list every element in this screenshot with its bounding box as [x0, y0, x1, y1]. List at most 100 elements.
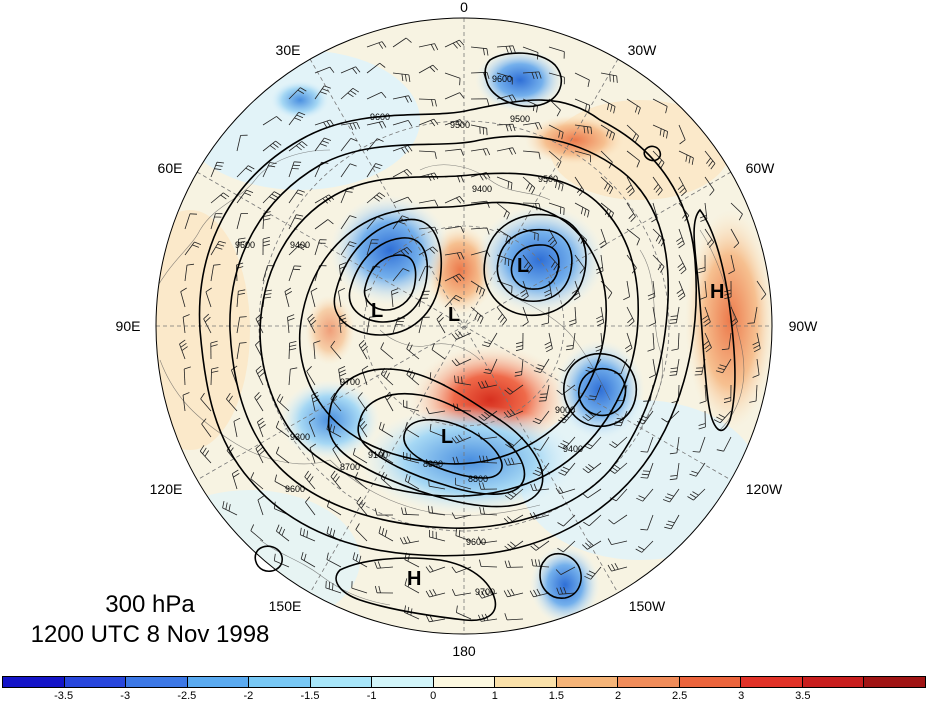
wind-barb-feather [349, 241, 357, 245]
wind-barb-feather [339, 321, 347, 325]
wind-barb-feather [428, 565, 434, 572]
wind-barb-feather [484, 380, 489, 388]
wind-barb [572, 332, 576, 349]
wind-barb [444, 148, 461, 152]
wind-barb-feather [381, 528, 385, 535]
wind-barb [210, 240, 220, 256]
wind-barb-feather [451, 360, 457, 366]
wind-barb [276, 452, 290, 464]
wind-barb-feather [753, 344, 760, 349]
contour-value-labels: 9600 9500 9600 9500 9400 9600 9700 9400 … [235, 74, 583, 597]
wind-barb-feather [434, 226, 438, 234]
wind-barb [404, 612, 420, 620]
wind-barb [594, 384, 602, 401]
wind-barb-feather [455, 294, 463, 299]
wind-barb-feather [432, 589, 437, 596]
wind-barb [470, 306, 484, 318]
wind-barb [205, 291, 212, 308]
wind-barb-feather [760, 294, 767, 300]
wind-barb [522, 254, 534, 268]
wind-barb-feather [635, 548, 642, 553]
wind-barb [306, 371, 316, 386]
wind-barb-feather [599, 240, 606, 246]
wind-barb [405, 480, 420, 490]
wind-barb-feather [607, 292, 613, 299]
wind-barb-feather [452, 276, 458, 283]
contour-label: 8800 [468, 474, 488, 484]
wind-barb-feather [459, 78, 461, 86]
wind-barb-feather [562, 440, 570, 445]
wind-barb-feather [571, 289, 579, 294]
wind-barb [704, 228, 715, 243]
wind-barb [470, 280, 485, 290]
wind-barb-feather [484, 411, 491, 417]
wind-barb-feather [306, 473, 312, 480]
wind-barb-feather [289, 341, 297, 344]
wind-barb-feather [579, 267, 585, 274]
wind-barb-feather [255, 365, 262, 371]
wind-barb-feather [404, 578, 408, 586]
wind-barb-feather [263, 243, 270, 247]
wind-barb-feather [671, 348, 679, 351]
wind-barb-feather [297, 89, 305, 94]
wind-barb [470, 200, 487, 204]
wind-barb [545, 384, 550, 401]
wind-barb [480, 566, 498, 568]
wind-barb [184, 265, 188, 282]
wind-barb-feather [677, 292, 684, 298]
wind-barb-feather [391, 288, 399, 292]
wind-barb-feather [245, 167, 252, 172]
wind-barb-feather [604, 182, 608, 190]
wind-barb-feather [373, 166, 381, 169]
wind-barb-feather [181, 346, 188, 351]
colorbar-tick-label: -2.5 [177, 690, 197, 702]
wind-barb-feather [358, 499, 364, 506]
wind-barb-feather [431, 506, 433, 514]
wind-barb [310, 291, 316, 308]
wind-barb-feather [182, 392, 190, 396]
wind-barb [257, 499, 264, 516]
wind-barb-feather [407, 580, 411, 587]
wind-barb [481, 384, 498, 389]
wind-barb [179, 343, 186, 360]
wind-barb [704, 202, 708, 219]
wind-barb [351, 587, 368, 594]
wind-barb-feather [582, 416, 589, 422]
wind-barb-feather [378, 42, 384, 49]
wind-barb-feather [349, 163, 357, 167]
wind-barb-feather [637, 107, 641, 115]
wind-barb [418, 43, 435, 48]
wind-barb-feather [300, 551, 304, 560]
wind-barb [730, 306, 738, 322]
wind-barb-feather [429, 424, 432, 432]
wind-barb [559, 488, 576, 495]
wind-barb-feather [226, 392, 231, 400]
wind-barb-feather [528, 185, 533, 192]
wind-barb-feather [262, 236, 271, 240]
wind-barb-feather [478, 536, 482, 544]
wind-barb-feather [329, 66, 335, 73]
wind-barb-feather [339, 262, 347, 266]
wind-barb-feather [533, 483, 537, 491]
wind-barb-feather [258, 450, 265, 456]
wind-barb-feather [375, 163, 383, 167]
wind-barb-feather [285, 291, 293, 296]
wind-barb-feather [304, 470, 309, 478]
wind-barb [574, 98, 590, 106]
wind-barb-feather [511, 457, 515, 465]
wind-barb-feather [319, 91, 327, 95]
contour-label: 9400 [472, 184, 492, 194]
wind-barb [470, 227, 488, 230]
wind-barb [730, 202, 743, 215]
wind-barb-feather [179, 339, 186, 345]
wind-barb-feather [699, 296, 707, 300]
wind-barb [436, 318, 446, 334]
wind-barb-feather [664, 526, 672, 530]
wind-barb [250, 478, 264, 490]
contour-label: 9600 [492, 74, 512, 84]
wind-barb [600, 72, 617, 77]
wind-barb [380, 348, 394, 360]
wind-barb-feather [715, 370, 723, 374]
wind-barb-feather [481, 614, 486, 621]
wind-barb-feather [662, 499, 670, 503]
